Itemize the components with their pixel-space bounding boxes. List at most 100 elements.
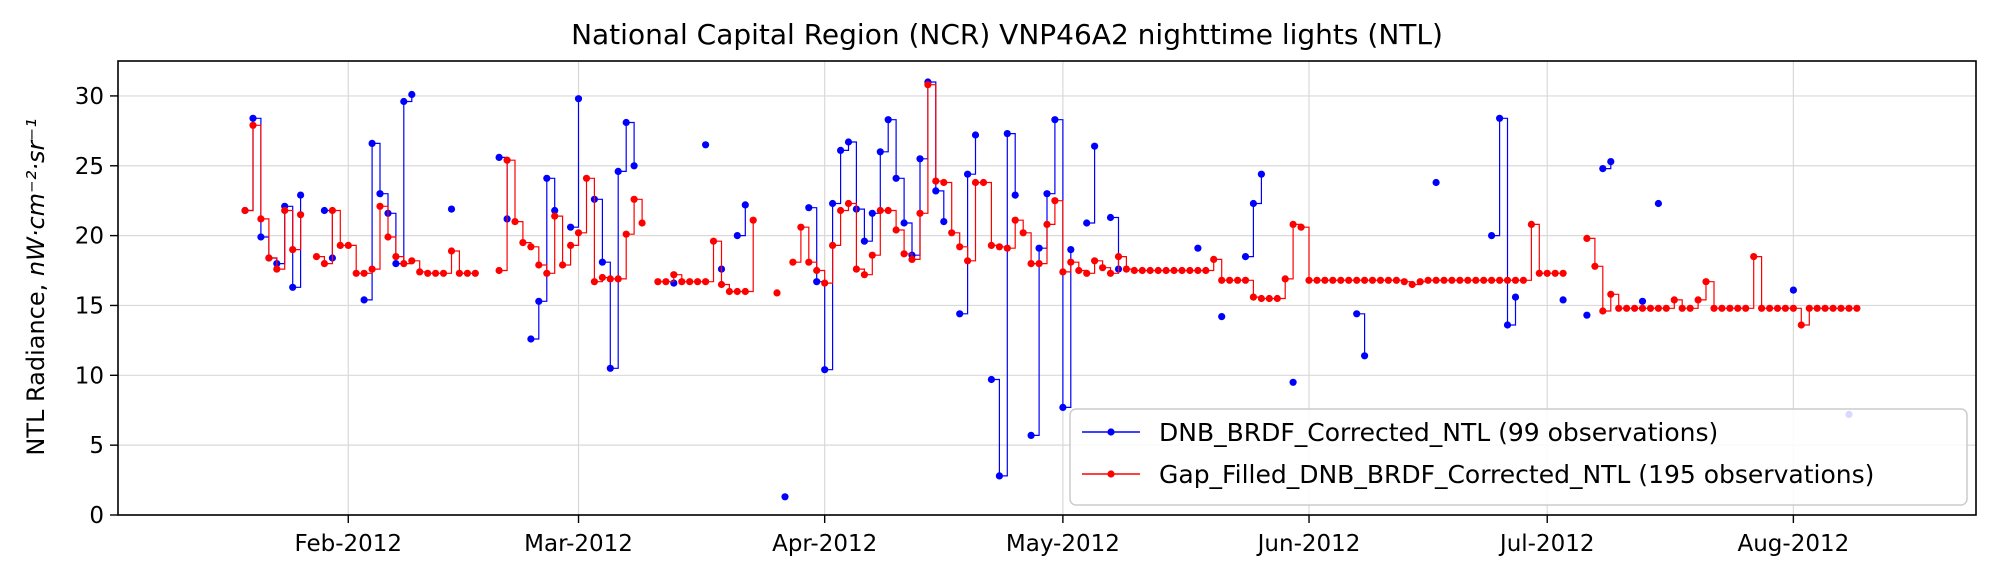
series-line-dnb-brdf-corrected [1491, 117, 1517, 326]
data-point-gap-filled [662, 278, 670, 286]
data-point-gap-filled [1559, 269, 1567, 277]
data-point-gap-filled [1543, 269, 1551, 277]
data-point-dnb-brdf-corrected [1353, 310, 1361, 318]
legend: DNB_BRDF_Corrected_NTL (99 observations)… [1069, 408, 1968, 506]
data-point-gap-filled [837, 206, 845, 215]
legend-marker-gap-filled [1107, 470, 1115, 478]
data-point-gap-filled [884, 206, 892, 215]
data-point-gap-filled [1305, 276, 1313, 284]
data-point-dnb-brdf-corrected [360, 296, 368, 304]
data-point-gap-filled [265, 254, 273, 262]
data-point-dnb-brdf-corrected [606, 364, 614, 372]
data-point-gap-filled [1805, 304, 1813, 312]
series-line-dnb-brdf-corrected [1245, 174, 1262, 258]
data-point-dnb-brdf-corrected [320, 206, 328, 215]
data-point-dnb-brdf-corrected [574, 95, 583, 103]
data-point-gap-filled [1821, 304, 1829, 312]
data-point-gap-filled [1043, 220, 1051, 228]
x-tick-label: Aug-2012 [1738, 531, 1850, 557]
data-point-gap-filled [844, 199, 853, 208]
data-point-gap-filled [1313, 276, 1321, 284]
data-point-gap-filled [511, 218, 519, 226]
data-point-gap-filled [392, 253, 400, 261]
data-point-gap-filled [1797, 321, 1805, 329]
data-point-gap-filled [1083, 269, 1091, 277]
data-point-gap-filled [360, 269, 368, 277]
series-line-gap-filled [1586, 237, 1857, 326]
data-point-gap-filled [1400, 278, 1408, 286]
data-point-dnb-brdf-corrected [956, 310, 964, 318]
data-point-dnb-brdf-corrected [781, 493, 789, 501]
series-line-dnb-brdf-corrected [991, 133, 1016, 477]
data-point-gap-filled [551, 212, 559, 220]
data-point-dnb-brdf-corrected [368, 139, 376, 147]
series-line-gap-filled [792, 84, 1564, 300]
data-point-gap-filled [1750, 253, 1758, 261]
legend-label-gap-filled: Gap_Filled_DNB_BRDF_Corrected_NTL (195 o… [1159, 460, 1874, 489]
data-point-dnb-brdf-corrected [447, 205, 456, 213]
data-point-gap-filled [1631, 304, 1639, 312]
data-point-gap-filled [424, 269, 432, 277]
data-point-gap-filled [1210, 255, 1218, 263]
data-point-dnb-brdf-corrected [598, 258, 607, 266]
data-point-gap-filled [948, 229, 956, 237]
data-point-dnb-brdf-corrected [860, 237, 869, 245]
data-point-dnb-brdf-corrected [1789, 286, 1797, 294]
data-point-gap-filled [1186, 266, 1194, 275]
series-line-dnb-brdf-corrected [594, 121, 635, 369]
data-point-gap-filled [527, 243, 535, 251]
y-tick-label: 10 [75, 363, 104, 389]
x-tick-label: Jul-2012 [1498, 531, 1595, 557]
data-point-gap-filled [638, 219, 646, 227]
series-line-dnb-brdf-corrected [1110, 216, 1120, 270]
data-point-dnb-brdf-corrected [249, 114, 257, 122]
data-point-gap-filled [1615, 304, 1623, 312]
series-dnb-brdf-corrected [241, 78, 1853, 501]
data-point-gap-filled [1162, 266, 1170, 275]
y-axis-label: NTL Radiance, nW·cm⁻²·sr⁻¹ [22, 118, 50, 455]
x-tick-label: Jun-2012 [1256, 531, 1361, 557]
data-point-gap-filled [709, 237, 718, 245]
data-point-dnb-brdf-corrected [837, 146, 845, 154]
x-tick-label: Mar-2012 [524, 531, 633, 557]
data-point-gap-filled [416, 268, 424, 276]
data-point-gap-filled [543, 269, 551, 277]
data-point-gap-filled [956, 243, 964, 251]
data-point-gap-filled [1710, 304, 1718, 312]
data-point-gap-filled [1353, 276, 1361, 284]
data-point-gap-filled [733, 287, 741, 296]
data-point-dnb-brdf-corrected [392, 260, 400, 268]
y-tick-label: 20 [75, 224, 104, 250]
y-tick-label: 25 [75, 154, 104, 180]
data-point-gap-filled [805, 258, 813, 266]
data-point-dnb-brdf-corrected [1432, 178, 1440, 187]
data-point-gap-filled [1773, 304, 1782, 312]
data-point-gap-filled [352, 269, 360, 277]
data-point-dnb-brdf-corrected [614, 167, 622, 175]
data-point-dnb-brdf-corrected [916, 155, 924, 163]
data-point-gap-filled [1845, 304, 1853, 312]
data-point-dnb-brdf-corrected [257, 233, 265, 241]
data-point-gap-filled [1257, 294, 1265, 303]
data-point-gap-filled [1424, 276, 1432, 284]
data-point-gap-filled [1170, 266, 1178, 275]
data-point-gap-filled [1297, 223, 1305, 231]
data-point-dnb-brdf-corrected [1067, 246, 1075, 254]
data-point-gap-filled [1829, 304, 1837, 312]
data-point-gap-filled [860, 271, 869, 279]
data-point-gap-filled [725, 287, 734, 296]
series-line-gap-filled [499, 159, 643, 283]
data-point-gap-filled [1027, 260, 1035, 268]
data-point-dnb-brdf-corrected [1027, 431, 1035, 439]
data-point-dnb-brdf-corrected [932, 187, 940, 195]
data-point-dnb-brdf-corrected [1361, 352, 1369, 360]
data-point-dnb-brdf-corrected [868, 209, 876, 217]
data-point-gap-filled [1392, 276, 1400, 284]
data-point-gap-filled [1456, 276, 1464, 284]
data-point-gap-filled [503, 156, 511, 164]
series-line-dnb-brdf-corrected [808, 81, 945, 371]
data-point-gap-filled [289, 246, 297, 254]
data-point-gap-filled [1321, 276, 1329, 284]
data-point-dnb-brdf-corrected [1043, 190, 1051, 198]
data-point-dnb-brdf-corrected [702, 141, 710, 149]
